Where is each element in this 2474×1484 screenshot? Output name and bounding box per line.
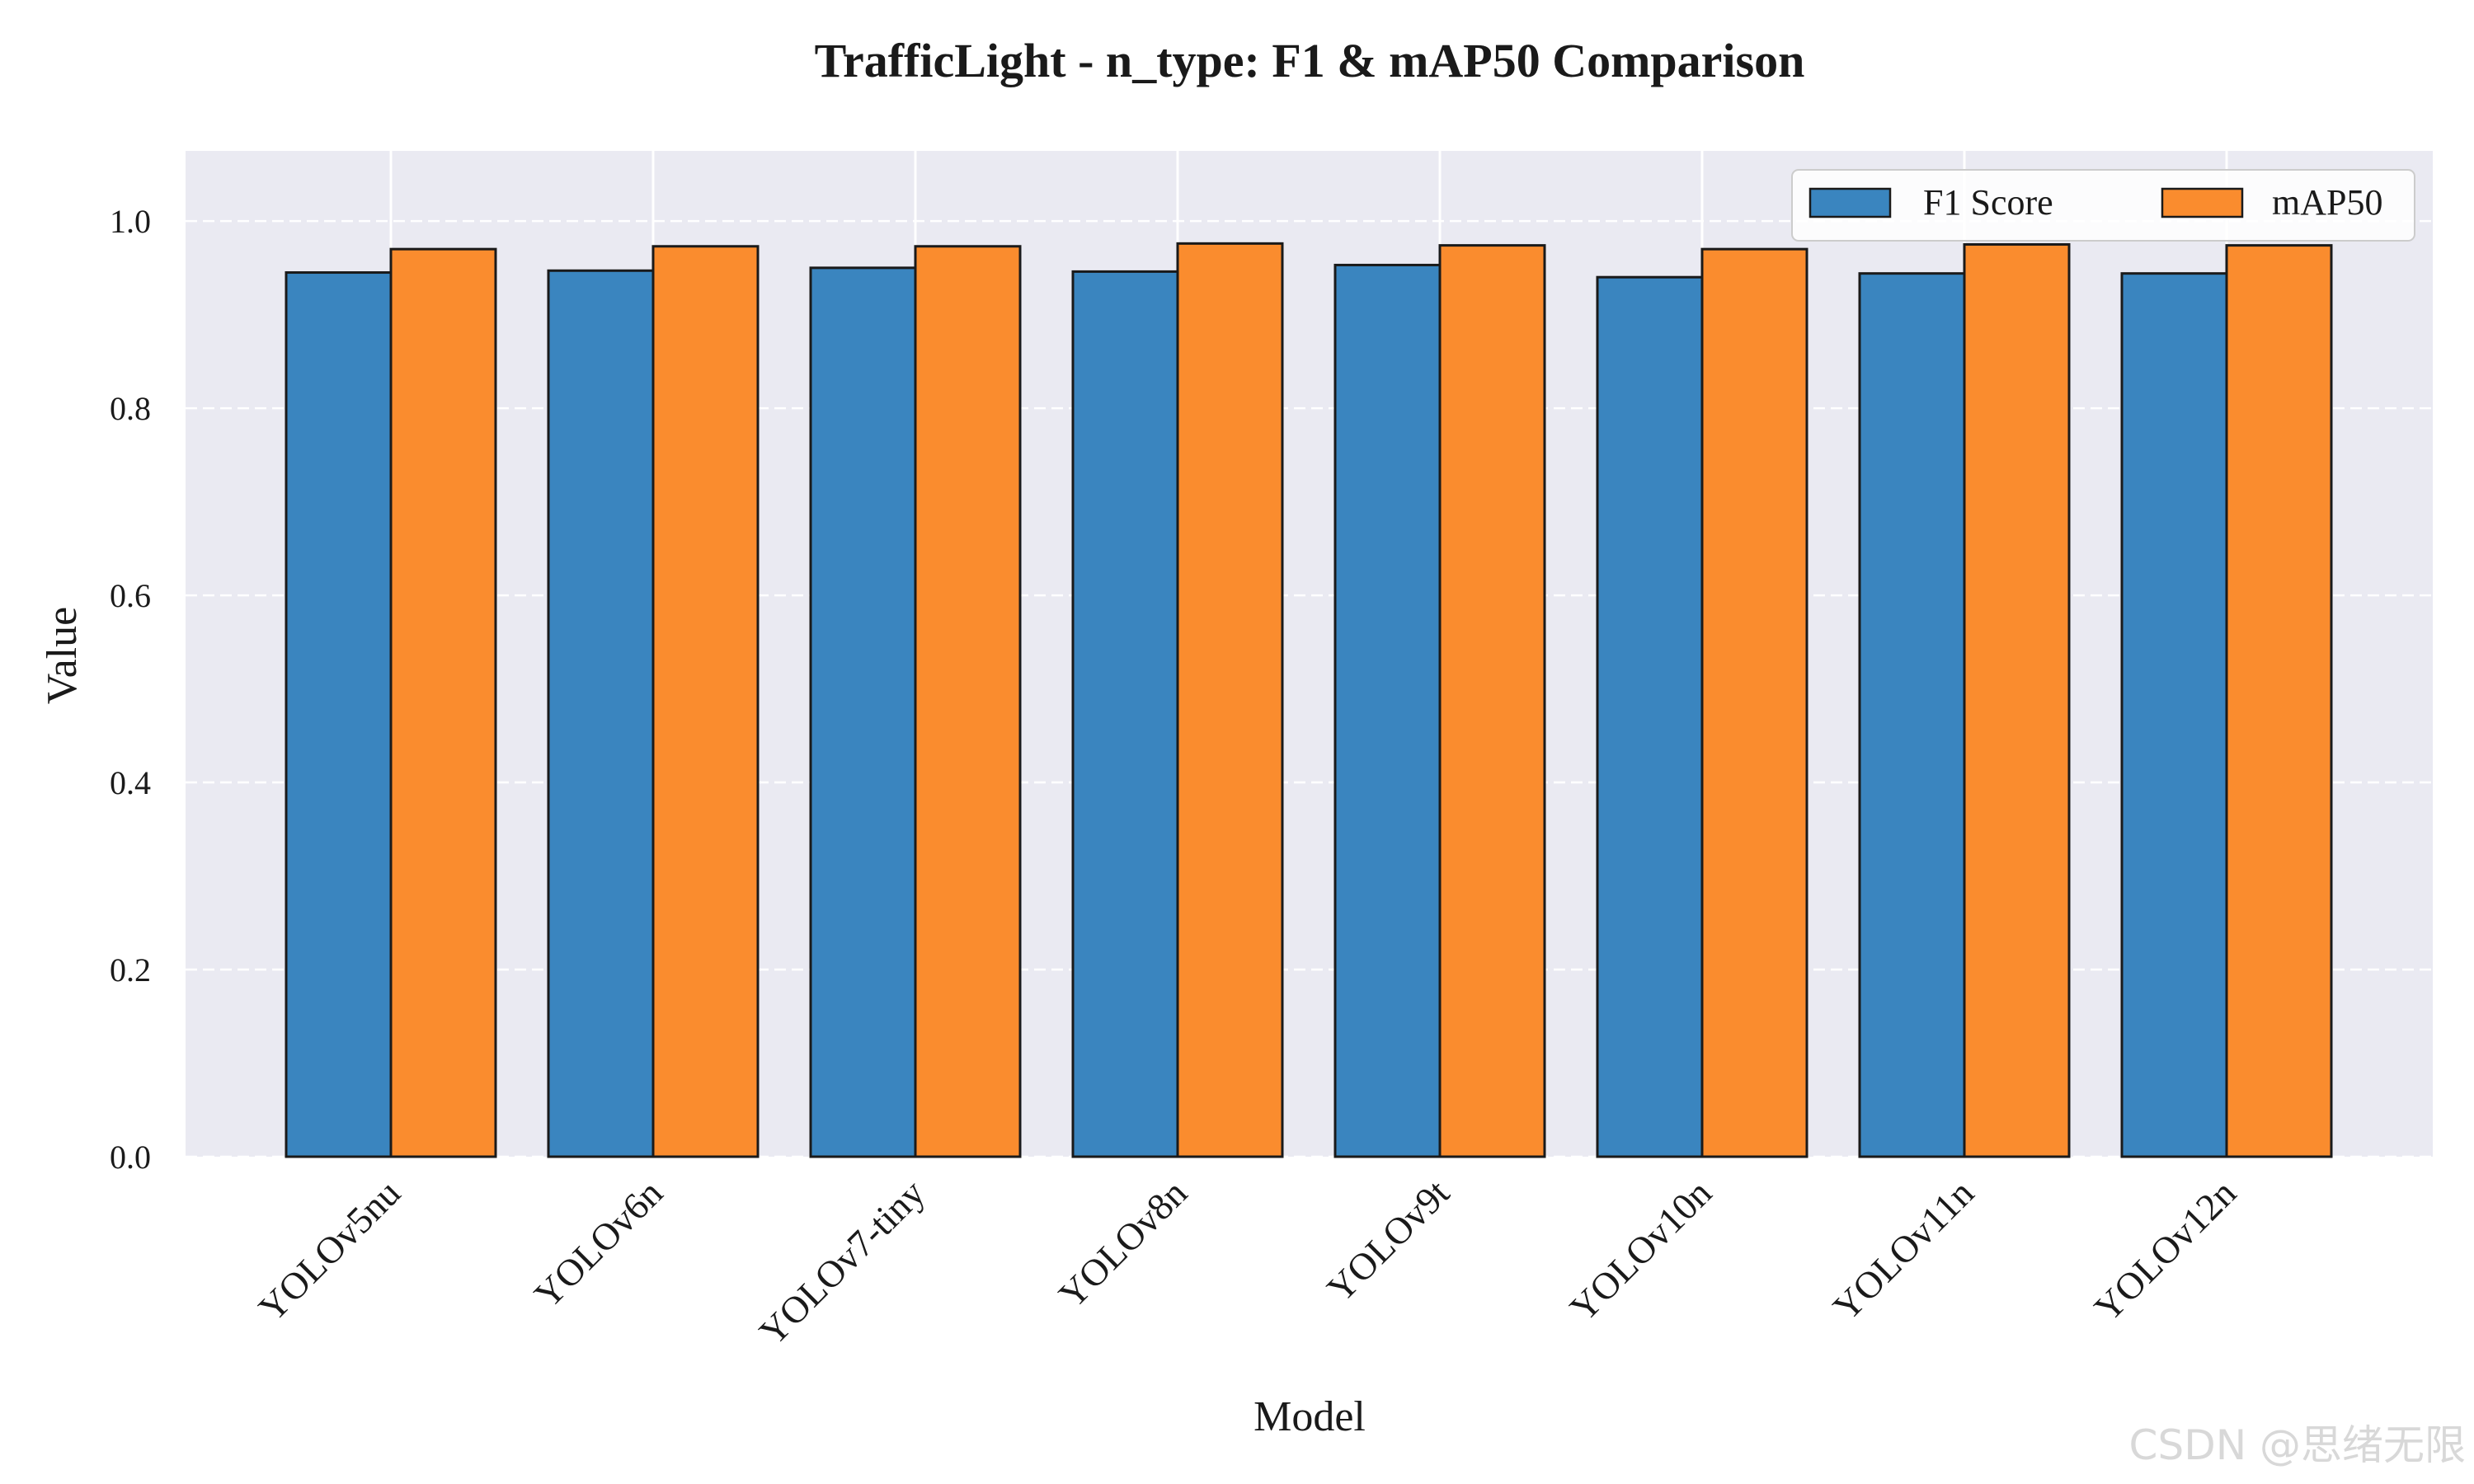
bar-map50 <box>1700 247 1808 1158</box>
x-tick-label: YOLOv11n <box>1825 1172 1982 1328</box>
legend-swatch <box>2161 187 2244 218</box>
y-tick-label: 0.6 <box>110 577 151 614</box>
x-tick-label: YOLOv7-tiny <box>751 1172 933 1353</box>
bar-map50 <box>914 245 1022 1158</box>
legend-label: mAP50 <box>2272 182 2382 223</box>
x-tick-label: YOLOv8n <box>1051 1172 1195 1316</box>
bar-f1-score <box>2120 272 2228 1158</box>
x-tick-label: YOLOv12n <box>2086 1172 2244 1329</box>
bar-f1-score <box>285 271 393 1158</box>
y-tick-label: 0.2 <box>110 951 151 989</box>
y-tick-label: 0.4 <box>110 764 151 801</box>
legend-box <box>1791 169 2415 242</box>
bar-map50 <box>651 245 760 1158</box>
x-axis-label: Model <box>1253 1393 1366 1440</box>
bar-f1-score <box>1858 272 1966 1158</box>
bar-f1-score <box>1333 263 1442 1158</box>
bar-f1-score <box>547 269 655 1158</box>
bar-map50 <box>1438 244 1546 1158</box>
legend-label: F1 Score <box>1923 182 2053 223</box>
bar-f1-score <box>1596 275 1704 1158</box>
x-tick-label: YOLOv10n <box>1562 1172 1719 1329</box>
y-tick-label: 1.0 <box>110 203 151 240</box>
bar-map50 <box>2225 244 2333 1158</box>
x-tick-label: YOLOv5nu <box>251 1172 408 1329</box>
y-tick-label: 0.0 <box>110 1139 151 1176</box>
plot-background <box>186 151 2433 1157</box>
bar-map50 <box>1176 242 1284 1158</box>
legend: F1 Score mAP50 <box>1791 169 2415 242</box>
chart-title: TrafficLight - n_type: F1 & mAP50 Compar… <box>815 34 1805 87</box>
y-tick-label: 0.8 <box>110 390 151 427</box>
bar-map50 <box>1963 242 2071 1158</box>
bar-f1-score <box>809 266 917 1158</box>
x-tick-label: YOLOv9t <box>1319 1172 1457 1310</box>
plot-area: 0.0 0.2 0.4 0.6 0.8 1.0 YOLOv5nu YOLOv6n YOLOv7-… <box>110 151 2433 1353</box>
bar-map50 <box>389 247 497 1158</box>
bar-f1-score <box>1071 270 1179 1158</box>
x-tick-label: YOLOv6n <box>526 1172 670 1316</box>
legend-swatch <box>1808 187 1892 218</box>
watermark: CSDN @思绪无限 <box>2129 1421 2466 1469</box>
y-axis-label: Value <box>39 607 86 704</box>
